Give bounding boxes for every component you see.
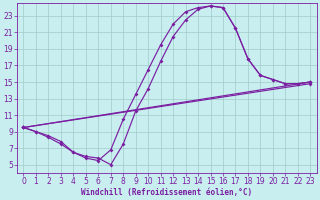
X-axis label: Windchill (Refroidissement éolien,°C): Windchill (Refroidissement éolien,°C) (81, 188, 252, 197)
